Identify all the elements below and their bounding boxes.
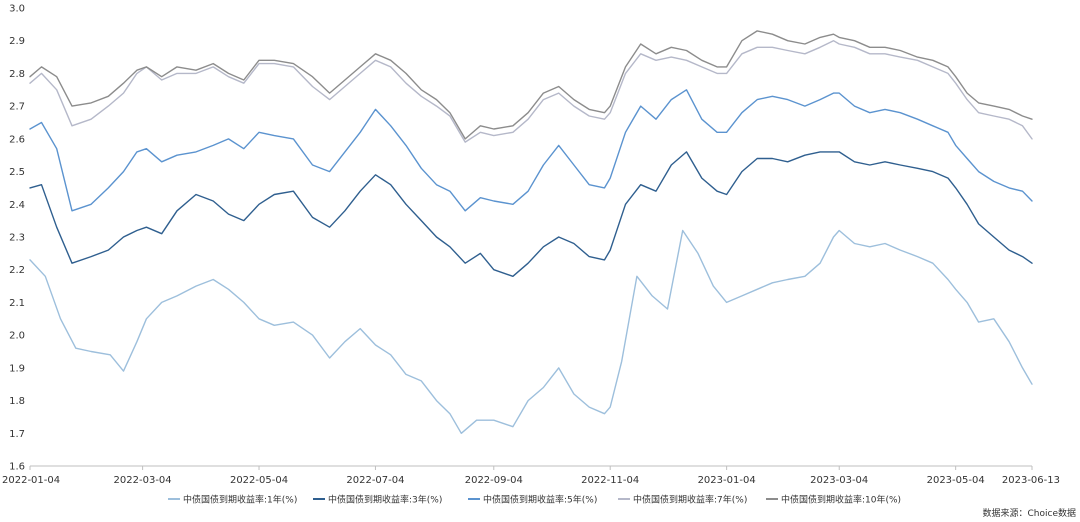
x-axis-ticks: 2022-01-04 2022-03-04 2022-05-04 2022-07-04… — [2, 466, 1060, 486]
y-tick-label: 1.9 — [9, 363, 25, 374]
y-axis-ticks: 1.6 1.7 1.8 1.9 2.0 2.1 2.2 2.3 2.4 2.5 2.6 2.7 2.8 2… — [9, 4, 25, 473]
y-tick-label: 2.8 — [9, 69, 25, 80]
y-tick-label: 1.8 — [9, 396, 25, 407]
y-tick-label: 2.0 — [9, 331, 25, 342]
x-tick-label: 2022-09-04 — [465, 475, 523, 486]
legend-label: 中债国债到期收益率:1年(%) — [183, 494, 297, 506]
series-line-4 — [29, 30, 1033, 140]
x-tick-label: 2022-11-04 — [581, 475, 639, 486]
x-tick-label: 2022-01-04 — [2, 475, 60, 486]
series-line-3 — [29, 40, 1033, 143]
legend-label: 中债国债到期收益率:7年(%) — [633, 494, 747, 506]
x-tick-label: 2023-05-04 — [927, 475, 985, 486]
series-line-0 — [29, 229, 1033, 434]
x-tick-label: 2023-03-04 — [810, 475, 868, 486]
y-tick-label: 2.1 — [9, 298, 25, 309]
y-tick-label: 3.0 — [9, 4, 25, 15]
series-line-2 — [29, 89, 1033, 212]
x-tick-label: 2022-07-04 — [346, 475, 404, 486]
y-tick-label: 2.5 — [9, 167, 25, 178]
y-tick-label: 1.7 — [9, 429, 25, 440]
x-tick-label: 2022-03-04 — [114, 475, 172, 486]
series-lines — [29, 30, 1033, 434]
legend-label: 中债国债到期收益率:10年(%) — [781, 494, 901, 506]
source-note: 数据来源：Choice数据 — [983, 507, 1076, 519]
y-tick-label: 2.7 — [9, 102, 25, 113]
x-tick-label: 2023-06-13 — [1002, 475, 1060, 486]
y-tick-label: 2.6 — [9, 134, 25, 145]
legend: 中债国债到期收益率:1年(%) 中债国债到期收益率:3年(%) 中债国债到期收益率:… — [168, 494, 901, 506]
x-tick-label: 2022-05-04 — [230, 475, 288, 486]
y-tick-label: 2.2 — [9, 265, 25, 276]
legend-label: 中债国债到期收益率:5年(%) — [483, 494, 597, 506]
y-tick-label: 2.9 — [9, 36, 25, 47]
y-tick-label: 2.3 — [9, 233, 25, 244]
legend-label: 中债国债到期收益率:3年(%) — [328, 494, 442, 506]
series-line-1 — [29, 151, 1033, 277]
y-tick-label: 2.4 — [9, 200, 25, 211]
x-tick-label: 2023-01-04 — [698, 475, 756, 486]
y-tick-label: 1.6 — [9, 462, 25, 473]
